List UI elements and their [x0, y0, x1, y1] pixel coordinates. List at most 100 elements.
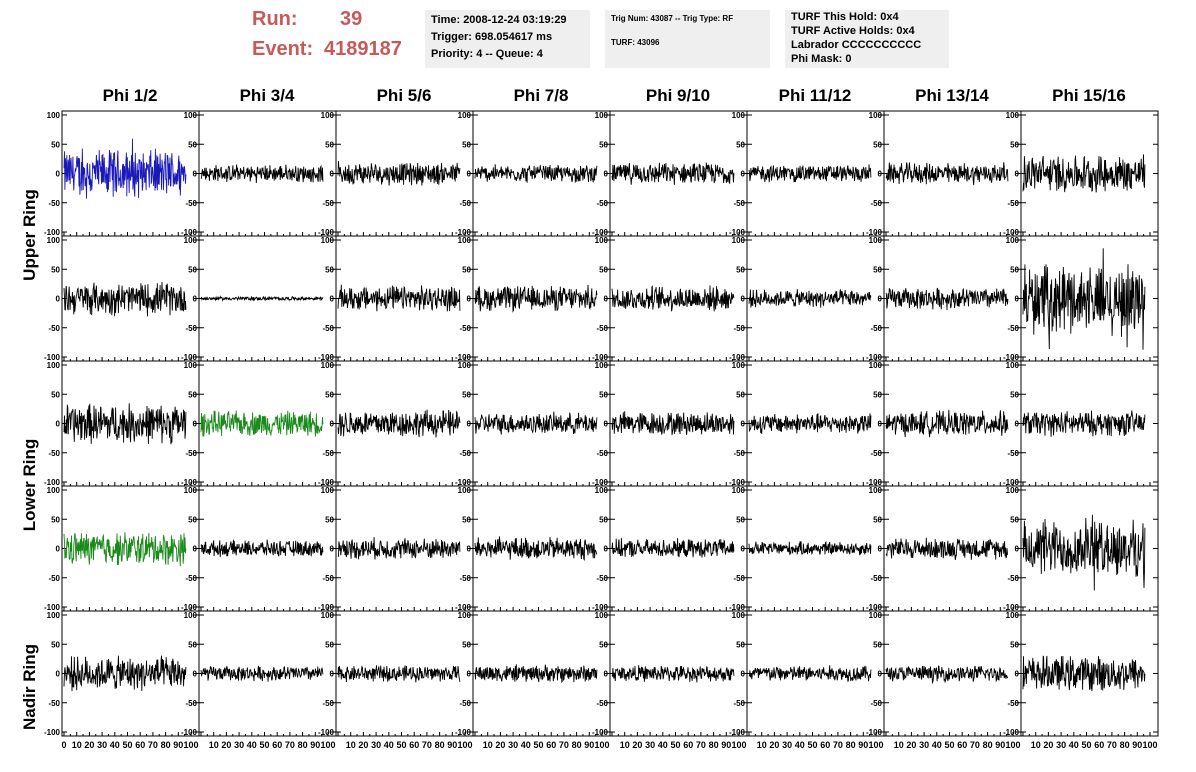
y-tick-label: 50	[736, 140, 745, 149]
event-label: Event:	[252, 38, 314, 60]
y-tick-label: 0	[878, 170, 883, 179]
col-header-phi-3-4: Phi 3/4	[239, 86, 295, 105]
y-tick-label: 100	[595, 486, 609, 495]
y-tick-label: -50	[322, 449, 334, 458]
y-tick-label: 50	[51, 640, 60, 649]
y-tick-label: -50	[459, 699, 471, 708]
y-tick-label: 0	[467, 295, 472, 304]
panel-r3-c6: 100 50 0 -50 -100	[866, 485, 1022, 612]
waveform-trace	[200, 539, 324, 558]
y-tick-label: -100	[318, 728, 335, 737]
y-tick-label: 50	[873, 140, 882, 149]
y-tick-label: 100	[458, 611, 472, 620]
panel-r2-c4: 100 50 0 -50 -100	[592, 360, 748, 487]
y-tick-label: 100	[458, 236, 472, 245]
y-tick-label: 50	[1010, 640, 1019, 649]
y-tick-label: 100	[595, 111, 609, 120]
y-tick-label: 50	[462, 140, 471, 149]
x-tick-label: 70	[559, 740, 569, 750]
y-tick-label: 50	[736, 265, 745, 274]
x-tick-label: 80	[846, 740, 856, 750]
y-tick-label: -100	[866, 603, 883, 612]
x-tick-label: 50	[396, 740, 406, 750]
y-tick-label: 0	[467, 670, 472, 679]
y-tick-label: 50	[188, 390, 197, 399]
panel-r1-c0: 100 50 0 -50 -100	[44, 235, 200, 362]
y-tick-label: -50	[48, 699, 60, 708]
x-tick-label: 30	[782, 740, 792, 750]
y-tick-label: -50	[870, 449, 882, 458]
y-tick-label: -100	[44, 603, 61, 612]
y-tick-label: -50	[185, 574, 197, 583]
y-tick-label: 50	[188, 265, 197, 274]
y-tick-label: 100	[595, 611, 609, 620]
y-tick-label: 50	[325, 390, 334, 399]
waveform-trace	[748, 541, 872, 556]
panel-r3-c1: 100 50 0 -50 -100	[181, 485, 337, 612]
y-tick-label: 100	[732, 611, 746, 620]
y-tick-label: -100	[729, 478, 746, 487]
waveform-trace	[748, 665, 872, 682]
y-tick-label: 50	[188, 140, 197, 149]
y-tick-label: 100	[184, 486, 198, 495]
panel-r2-c7: 100 50 0 -50 -100	[1003, 360, 1159, 487]
y-tick-label: 100	[1006, 236, 1020, 245]
x-tick-label: 70	[422, 740, 432, 750]
y-tick-label: -100	[455, 728, 472, 737]
x-tick-label: 50	[807, 740, 817, 750]
panel-r3-c0: 100 50 0 -50 -100	[44, 485, 200, 612]
y-tick-label: -50	[596, 324, 608, 333]
y-tick-label: 0	[604, 545, 609, 554]
time-info-box: Time: 2008-12-24 03:19:29 Trigger: 698.0…	[425, 10, 590, 68]
y-tick-label: 100	[1006, 111, 1020, 120]
y-tick-label: 50	[51, 140, 60, 149]
y-tick-label: 0	[741, 170, 746, 179]
y-tick-label: 100	[458, 486, 472, 495]
panel-r1-c3: 100 50 0 -50 -100	[455, 235, 611, 362]
trigger-text: Trigger: 698.054617 ms	[431, 31, 553, 43]
y-tick-label: -100	[1003, 603, 1020, 612]
y-tick-label: 0	[878, 420, 883, 429]
waveform-trace	[63, 282, 187, 317]
panel-r0-c5: 100 50 0 -50 -100	[729, 110, 885, 237]
waveform-trace	[337, 665, 461, 683]
trig-info-box: Trig Num: 43087 -- Trig Type: RF TURF: 4…	[605, 10, 770, 68]
y-tick-label: 100	[869, 486, 883, 495]
x-tick-label: 80	[983, 740, 993, 750]
panel-r2-c2: 100 50 0 -50 -100	[318, 360, 474, 487]
y-tick-label: 50	[1010, 515, 1019, 524]
y-tick-label: -50	[459, 199, 471, 208]
x-tick-label: 60	[272, 740, 282, 750]
x-tick-label: 60	[820, 740, 830, 750]
x-tick-label: 30	[919, 740, 929, 750]
panel-r4-c0: 100 50 0 -50 -100	[44, 610, 200, 737]
y-tick-label: 50	[599, 515, 608, 524]
x-tick-label: 0	[61, 740, 66, 750]
x-tick-label: 10	[757, 740, 767, 750]
waveform-trace	[611, 285, 735, 312]
y-tick-label: -100	[181, 728, 198, 737]
y-tick-label: -50	[1007, 199, 1019, 208]
waveform-trace	[63, 532, 187, 567]
x-tick-label: 50	[1081, 740, 1091, 750]
y-tick-label: -100	[181, 603, 198, 612]
y-tick-label: -100	[1003, 728, 1020, 737]
waveform-trace	[474, 536, 598, 562]
y-tick-label: -100	[729, 728, 746, 737]
y-tick-label: -100	[181, 353, 198, 362]
col-header-phi-5-6: Phi 5/6	[376, 86, 432, 105]
y-tick-label: -50	[459, 574, 471, 583]
y-tick-label: 0	[878, 670, 883, 679]
y-tick-label: 100	[458, 111, 472, 120]
y-tick-label: 0	[193, 295, 198, 304]
y-tick-label: 0	[467, 420, 472, 429]
x-tick-label: 20	[84, 740, 94, 750]
y-tick-label: 0	[1015, 420, 1020, 429]
panel-r2-c0: 100 50 0 -50 -100	[44, 360, 200, 487]
waveform-trace	[885, 287, 1009, 311]
y-tick-label: 100	[869, 236, 883, 245]
x-tick-label: 30	[508, 740, 518, 750]
y-tick-label: -50	[596, 449, 608, 458]
panel-r4-c7: 100 50 0 -50 -100	[1003, 610, 1159, 737]
y-tick-label: -100	[44, 353, 61, 362]
